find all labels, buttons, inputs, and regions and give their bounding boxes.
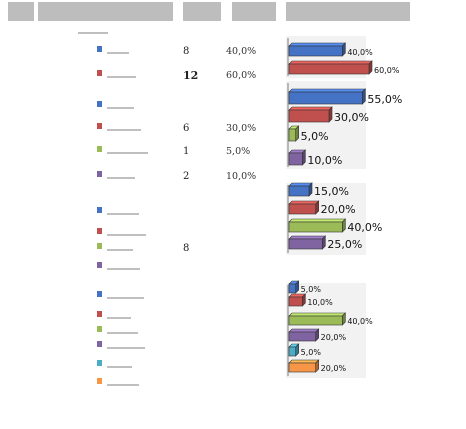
- legend-swatch: [97, 207, 102, 213]
- legend-swatch: [97, 101, 102, 107]
- bar: [288, 45, 343, 57]
- bar-side: [362, 88, 366, 105]
- row-label-fragment: [107, 317, 131, 319]
- row-label-fragment: [107, 52, 129, 54]
- data-label: 40,0%: [347, 48, 373, 57]
- data-label: 5,0%: [301, 130, 329, 143]
- data-label: 10,0%: [307, 154, 342, 167]
- bar-top: [288, 312, 347, 317]
- bar-top: [288, 60, 373, 65]
- row-percent: 30,0%: [226, 123, 257, 134]
- row-count: 1: [183, 146, 190, 157]
- bar: [288, 296, 303, 307]
- data-label: 40,0%: [347, 317, 373, 326]
- data-label: 15,0%: [314, 185, 349, 198]
- data-label: 55,0%: [367, 93, 402, 106]
- bar: [288, 91, 363, 105]
- row-count: 12: [183, 69, 199, 82]
- bar-side: [328, 106, 333, 123]
- bar-top: [288, 328, 320, 333]
- row-label-fragment: [107, 347, 145, 349]
- legend-swatch: [97, 70, 102, 76]
- header-cell-1: [8, 2, 34, 21]
- legend-swatch: [97, 311, 102, 317]
- data-label: 40,0%: [347, 221, 382, 234]
- legend-swatch: [97, 326, 102, 332]
- legend-swatch: [97, 341, 102, 347]
- bar-top: [288, 106, 333, 111]
- bar: [288, 152, 303, 166]
- bar-top: [288, 218, 347, 223]
- header-cell-4: [232, 2, 276, 21]
- data-label: 5,0%: [301, 285, 322, 294]
- bar: [288, 346, 296, 357]
- legend-swatch: [97, 146, 102, 152]
- row-label-fragment: [107, 76, 136, 78]
- header-cell-2: [38, 2, 173, 21]
- bar-top: [288, 235, 327, 240]
- legend-swatch: [97, 243, 102, 249]
- data-label: 20,0%: [321, 203, 356, 216]
- bar: [288, 63, 370, 75]
- legend-swatch: [97, 46, 102, 52]
- bar-top: [288, 359, 320, 364]
- bar: [288, 203, 316, 215]
- legend-swatch: [97, 171, 102, 177]
- data-label: 25,0%: [327, 238, 362, 251]
- legend-swatch: [97, 360, 102, 366]
- bar: [288, 315, 343, 326]
- data-label: 30,0%: [334, 111, 369, 124]
- legend-swatch: [97, 262, 102, 268]
- bar: [288, 362, 316, 373]
- bar-top: [288, 200, 320, 205]
- bar-side: [302, 149, 306, 166]
- legend-swatch: [97, 378, 102, 384]
- data-label: 20,0%: [321, 333, 347, 342]
- bar-top: [288, 42, 347, 47]
- row-label-fragment: [107, 213, 139, 215]
- row-label-fragment: [107, 249, 133, 251]
- row-percent: 5,0%: [226, 146, 251, 157]
- bar-side: [295, 125, 299, 142]
- row-count: 6: [183, 123, 190, 134]
- row-percent: 40,0%: [226, 46, 257, 57]
- data-label: 20,0%: [321, 364, 347, 373]
- legend-swatch: [97, 123, 102, 129]
- row-count: 2: [183, 171, 190, 182]
- legend-swatch: [97, 291, 102, 297]
- bar: [288, 283, 296, 294]
- bar-top: [288, 88, 367, 93]
- row-label-fragment: [107, 152, 148, 154]
- row-percent: 60,0%: [226, 70, 257, 81]
- row-label-fragment: [107, 384, 139, 386]
- row-label-fragment: [107, 129, 141, 131]
- row-label-fragment: [107, 234, 146, 236]
- header-cell-5: [286, 2, 410, 21]
- row-count: 8: [183, 46, 190, 57]
- header-cell-3: [183, 2, 221, 21]
- row-label-fragment: [107, 297, 144, 299]
- bar: [288, 238, 323, 250]
- bar: [288, 109, 330, 123]
- data-label: 60,0%: [374, 66, 400, 75]
- legend-swatch: [97, 228, 102, 234]
- row-label-fragment: [107, 332, 138, 334]
- row-percent: 10,0%: [226, 171, 257, 182]
- data-label: 10,0%: [307, 298, 333, 307]
- row-label-fragment: [107, 268, 140, 270]
- bar: [288, 221, 343, 233]
- bar-top: [288, 182, 313, 187]
- bar: [288, 331, 316, 342]
- data-label: 5,0%: [301, 348, 322, 357]
- row-label-fragment: [107, 366, 132, 368]
- row-count: 8: [183, 243, 190, 254]
- row-label-fragment: [107, 107, 134, 109]
- bar: [288, 185, 310, 197]
- section-title-fragment: [78, 32, 108, 34]
- row-label-fragment: [107, 177, 135, 179]
- bar: [288, 128, 296, 142]
